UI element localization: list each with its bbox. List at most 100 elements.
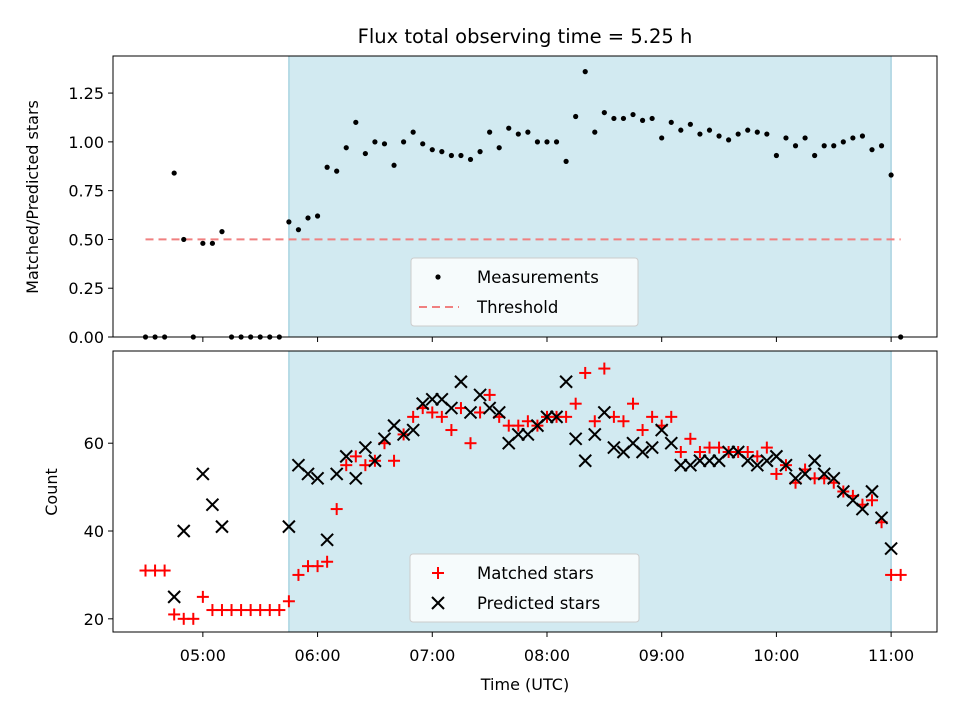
predicted-marker-b <box>702 454 717 468</box>
predicted-marker-b <box>741 454 755 468</box>
measurement-point <box>544 139 550 145</box>
measurement-point <box>726 137 732 143</box>
measurement-point <box>362 150 368 157</box>
predicted-marker-b <box>626 436 640 450</box>
predicted-star-point <box>511 427 526 442</box>
predicted-marker-b <box>588 427 602 442</box>
predicted-marker-b <box>329 467 344 481</box>
matched-star-point <box>569 397 582 410</box>
measurement-point <box>869 147 875 153</box>
predicted-star-point <box>329 467 344 481</box>
predicted-star-point <box>788 471 803 486</box>
matched-star-point <box>693 445 706 458</box>
matched-star-point <box>282 595 295 608</box>
predicted-star-point <box>349 471 363 486</box>
y-tick-label: 0.25 <box>68 279 104 298</box>
matched-star-point <box>560 410 573 423</box>
measurement-point <box>601 109 607 116</box>
predicted-marker-b <box>368 454 382 468</box>
predicted-star-point <box>396 427 411 442</box>
measurement-point <box>314 213 321 219</box>
matched-star-point <box>741 445 754 458</box>
measurement-point <box>525 129 531 135</box>
predicted-star-point <box>654 423 669 437</box>
predicted-marker-b <box>607 440 621 455</box>
matched-star-point <box>684 432 697 445</box>
measurement-point <box>286 219 292 225</box>
y-tick-label: 0.75 <box>68 182 104 201</box>
matched-star-point <box>760 441 773 454</box>
predicted-marker-b <box>540 410 554 424</box>
measurement-point <box>659 135 665 141</box>
predicted-marker-b <box>884 541 898 556</box>
predicted-star-point <box>358 440 373 455</box>
predicted-star-point <box>865 484 879 499</box>
predicted-star-point <box>177 524 191 538</box>
predicted-marker-b <box>807 454 822 468</box>
legend-measurements-label: Measurements <box>477 268 599 287</box>
measurement-point <box>448 152 454 159</box>
matched-star-point <box>435 410 448 423</box>
matched-star-point <box>388 454 401 467</box>
predicted-marker-b <box>377 432 392 446</box>
measurement-point <box>582 69 588 75</box>
predicted-star-point <box>693 454 707 468</box>
predicted-marker-b <box>855 502 870 516</box>
predicted-star-point <box>549 410 564 424</box>
predicted-marker-b <box>817 467 831 481</box>
measurement-point <box>477 149 483 155</box>
predicted-marker-b <box>750 458 764 472</box>
predicted-star-point <box>817 467 831 481</box>
measurement-point <box>372 139 378 145</box>
measurement-point <box>783 135 789 141</box>
measurement-point <box>467 156 474 163</box>
x-tick-label: 07:00 <box>409 646 455 665</box>
predicted-star-point <box>645 440 659 455</box>
top-legend: Measurements Threshold <box>410 257 639 327</box>
matched-star-point <box>187 612 200 625</box>
predicted-star-point <box>215 519 229 534</box>
predicted-star-point <box>559 375 573 389</box>
measurement-point <box>458 152 464 159</box>
measurement-point <box>792 143 799 149</box>
measurement-point <box>573 113 579 120</box>
predicted-marker-b <box>798 467 812 481</box>
measurement-point <box>850 135 856 141</box>
y-tick-label: 0.50 <box>68 230 104 249</box>
predicted-marker-b <box>482 401 497 415</box>
measurement-point <box>773 152 780 159</box>
measurement-point <box>706 127 713 133</box>
measurement-point <box>381 141 388 147</box>
predicted-marker-b <box>396 427 411 442</box>
predicted-star-point <box>741 454 755 468</box>
matched-star-point <box>665 410 678 423</box>
measurement-point <box>735 131 741 137</box>
predicted-star-point <box>473 388 487 402</box>
predicted-marker-b <box>836 484 851 499</box>
predicted-star-point <box>377 432 392 446</box>
matched-star-point <box>865 494 878 507</box>
top-x-ticks <box>202 337 892 342</box>
top-panel: 0.00 0.25 0.50 0.75 1.00 1.25 Matched/Predict… <box>23 55 938 347</box>
predicted-star-point <box>416 396 430 411</box>
x-axis-label: Time (UTC) <box>480 675 569 694</box>
x-tick-label: 09:00 <box>639 646 685 665</box>
legend-predicted-marker <box>431 596 445 610</box>
predicted-star-point <box>807 454 822 468</box>
predicted-marker-b <box>827 471 841 486</box>
predicted-star-point <box>607 440 621 455</box>
y-tick-label: 60 <box>84 434 104 453</box>
predicted-marker-b <box>167 590 181 604</box>
matched-star-point <box>273 604 286 617</box>
x-tick-label: 05:00 <box>180 646 226 665</box>
predicted-marker-b <box>444 401 459 415</box>
bottom-x-ticks: 05:00 06:00 07:00 08:00 09:00 10:00 11:00 <box>180 632 914 665</box>
measurement-point <box>506 125 512 131</box>
matched-star-point <box>311 560 324 573</box>
legend-matched-label: Matched stars <box>477 564 594 583</box>
predicted-star-point <box>339 449 353 464</box>
predicted-marker-b <box>205 497 220 512</box>
bottom-plot-frame <box>112 350 938 633</box>
matched-star-point <box>349 450 362 463</box>
